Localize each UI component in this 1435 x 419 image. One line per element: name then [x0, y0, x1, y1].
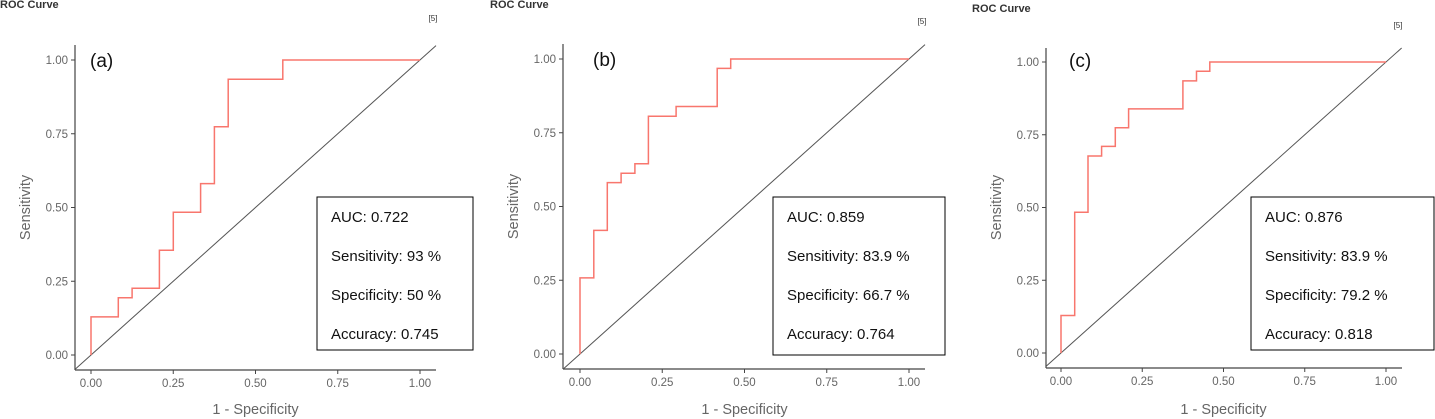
roc-curve-line — [1060, 61, 1386, 353]
x-tick-label: 0.75 — [1294, 376, 1316, 388]
roc-panel-b: ROC Curve [5] 0.00 0.25 0.50 0.75 1.00 0.00 0.25… — [490, 0, 946, 418]
reference-label: [5] — [918, 17, 927, 26]
stats-line: Specificity: 66.7 % — [787, 287, 910, 304]
roc-panel-c: ROC Curve [5] 0.00 0.25 0.50 0.75 1.00 0.00 0.25… — [972, 3, 1435, 418]
y-tick-label: 0.25 — [46, 276, 68, 288]
stats-line: AUC: 0.722 — [331, 209, 409, 226]
y-tick-label: 0.75 — [1017, 130, 1039, 142]
roc-curve-line — [579, 58, 909, 354]
y-tick-label: 1.00 — [1017, 57, 1039, 69]
x-tick-label: 0.25 — [651, 377, 673, 389]
panel-label: (b) — [593, 50, 616, 71]
y-tick-label: 0.75 — [46, 129, 68, 141]
x-tick-label: 0.75 — [327, 378, 349, 390]
reference-label: [5] — [429, 14, 438, 23]
x-tick-label: 0.50 — [733, 377, 755, 389]
stats-line: AUC: 0.859 — [787, 209, 865, 226]
y-tick-label: 0.50 — [1017, 203, 1039, 215]
y-tick-label: 1.00 — [534, 54, 556, 66]
chart-title: ROC Curve — [972, 3, 1031, 15]
reference-label: [5] — [1394, 21, 1403, 30]
stats-line: Sensitivity: 83.9 % — [787, 248, 910, 265]
stats-line: Accuracy: 0.764 — [787, 326, 895, 343]
diagonal-reference-line — [74, 45, 437, 370]
y-tick-label: 0.25 — [534, 275, 556, 287]
x-tick-label: 0.50 — [1212, 376, 1234, 388]
y-tick-label: 0.75 — [534, 128, 556, 140]
roc-panel-a: ROC Curve [5] 0.00 0.25 0.50 0.75 1.00 0.00 0.25… — [0, 0, 474, 418]
stats-box — [1250, 196, 1435, 351]
y-axis-title: Sensitivity — [18, 174, 34, 240]
panel-label: (c) — [1069, 51, 1091, 72]
x-tick-label: 0.00 — [1050, 376, 1072, 388]
x-tick-label: 1.00 — [898, 377, 920, 389]
chart-title: ROC Curve — [490, 0, 549, 11]
stats-line: AUC: 0.876 — [1265, 209, 1343, 226]
x-tick-label: 0.75 — [816, 377, 838, 389]
panel-label: (a) — [90, 51, 113, 72]
stats-line: Accuracy: 0.818 — [1265, 326, 1373, 343]
chart-title: ROC Curve — [0, 0, 59, 11]
y-tick-label: 0.25 — [1017, 275, 1039, 287]
x-axis-title: 1 - Specificity — [1180, 402, 1267, 418]
diagonal-reference-line — [562, 44, 926, 370]
y-tick-label: 0.00 — [1017, 348, 1039, 360]
stats-line: Sensitivity: 83.9 % — [1265, 248, 1388, 265]
y-axis-title: Sensitivity — [989, 174, 1005, 240]
stats-line: Specificity: 50 % — [331, 287, 441, 304]
y-tick-label: 0.00 — [46, 350, 68, 362]
y-tick-label: 1.00 — [46, 55, 68, 67]
x-axis-title: 1 - Specificity — [701, 402, 788, 418]
stats-box — [316, 196, 474, 351]
x-tick-label: 0.00 — [80, 378, 102, 390]
x-tick-label: 0.00 — [569, 377, 591, 389]
x-tick-label: 0.25 — [1131, 376, 1153, 388]
diagonal-reference-line — [1045, 47, 1402, 367]
stats-line: Accuracy: 0.745 — [331, 326, 439, 343]
stats-box — [772, 196, 946, 356]
x-axis-title: 1 - Specificity — [212, 402, 299, 418]
stats-line: Specificity: 79.2 % — [1265, 287, 1388, 304]
y-axis-title: Sensitivity — [506, 173, 522, 239]
y-tick-label: 0.00 — [534, 349, 556, 361]
x-tick-label: 1.00 — [1375, 376, 1397, 388]
x-tick-label: 0.25 — [162, 378, 184, 390]
x-tick-label: 1.00 — [409, 378, 431, 390]
y-tick-label: 0.50 — [534, 202, 556, 214]
stats-line: Sensitivity: 93 % — [331, 248, 441, 265]
y-tick-label: 0.50 — [46, 203, 68, 215]
roc-curve-line — [90, 59, 420, 355]
x-tick-label: 0.50 — [244, 378, 266, 390]
